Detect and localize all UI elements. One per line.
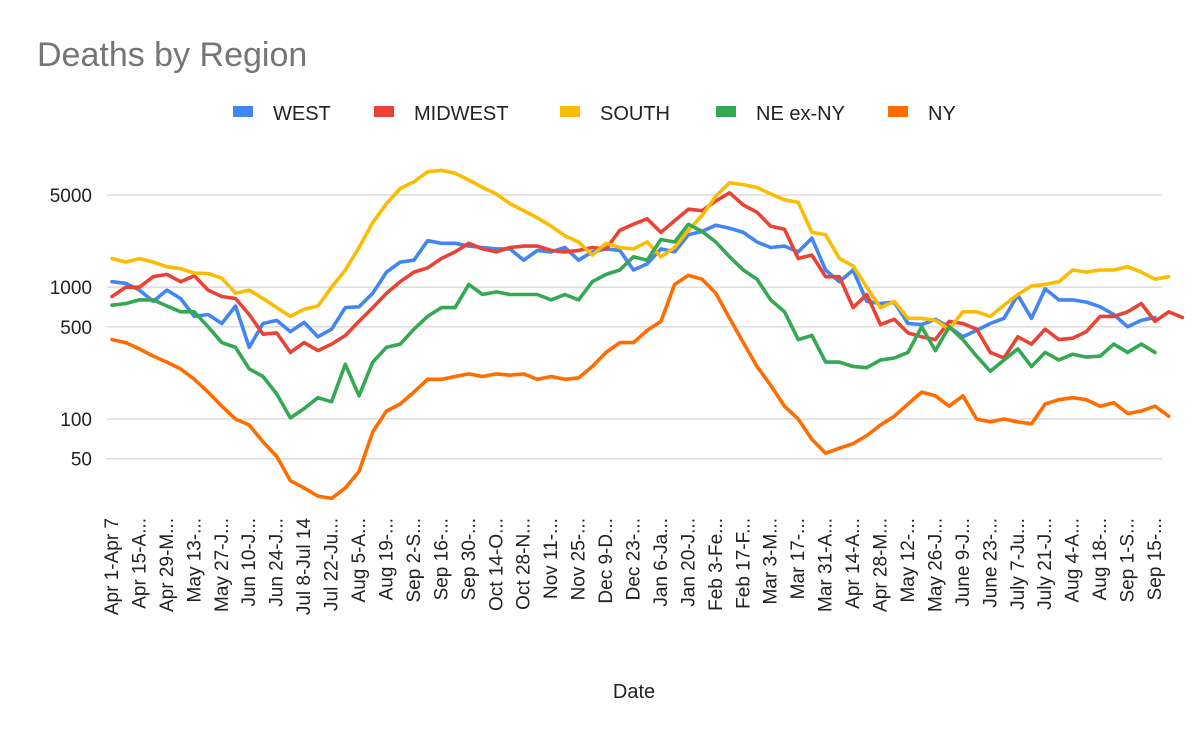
x-tick-label: Jan 6-Ja... (651, 518, 672, 607)
x-tick-label: July 7-Ju... (1008, 518, 1029, 610)
legend-label: NE ex-NY (756, 103, 845, 125)
x-tick-label: Sep 1-S... (1118, 518, 1139, 603)
x-tick-label: Apr 14-A... (843, 518, 864, 609)
x-tick-label: Sep 16-... (431, 518, 452, 600)
x-tick-label: Jun 24-J... (267, 518, 288, 607)
legend-label: SOUTH (600, 103, 670, 125)
series-line-ny (110, 273, 1171, 501)
x-tick-label: Sep 2-S... (404, 518, 425, 603)
x-tick-label: Aug 5-A... (349, 518, 370, 603)
series-lines (110, 168, 1185, 501)
x-tick-label: Aug 19-... (377, 518, 398, 600)
x-tick-label: Apr 1-Apr 7 (102, 518, 123, 615)
series-line-midwest (110, 191, 1185, 360)
y-tick-label: 50 (71, 450, 92, 471)
y-tick-label: 100 (60, 410, 92, 431)
x-tick-label: Oct 28-N... (514, 518, 535, 610)
legend-swatch (374, 106, 394, 117)
x-tick-label: May 27-J... (212, 518, 233, 612)
legend-swatch (888, 106, 908, 117)
x-tick-label: Nov 25-... (569, 518, 590, 600)
x-tick-label: Dec 23-... (624, 518, 645, 600)
y-axis-ticks: 50 100 500 1000 5000 (50, 186, 92, 471)
x-axis-ticks: Apr 1-Apr 7 Apr 15-A... Apr 29-M... May 13-… (102, 518, 1166, 616)
y-tick-label: 5000 (50, 186, 92, 207)
legend-swatch (560, 106, 580, 117)
y-tick-label: 1000 (50, 278, 92, 299)
x-tick-label: Dec 9-D... (596, 518, 617, 604)
x-tick-label: Nov 11-... (541, 518, 562, 599)
series-line-ne-ex-ny (110, 222, 1157, 420)
x-tick-label: Apr 29-M... (157, 518, 178, 612)
legend-swatch (716, 106, 736, 117)
series-line-west (110, 223, 1157, 350)
x-tick-label: Apr 28-M... (871, 518, 892, 612)
x-tick-label: June 9-J... (953, 518, 974, 607)
x-tick-label: Jan 20-J... (678, 518, 699, 607)
legend: WEST MIDWEST SOUTH NE ex-NY NY (233, 103, 956, 125)
legend-label: NY (928, 103, 956, 125)
x-tick-label: Jun 10-J... (239, 518, 260, 607)
legend-swatch (233, 106, 253, 117)
x-tick-label: May 12-... (898, 518, 919, 602)
series-line-south (110, 168, 1171, 331)
x-tick-label: Aug 18-... (1090, 518, 1111, 600)
x-tick-label: July 21-J... (1035, 518, 1056, 610)
x-tick-label: Oct 14-O... (486, 518, 507, 611)
x-tick-label: Mar 31-A... (816, 518, 837, 612)
x-tick-label: Jul 8-Jul 14 (294, 518, 315, 616)
chart-title: Deaths by Region (37, 36, 307, 74)
x-axis-label: Date (613, 681, 655, 703)
y-tick-label: 500 (60, 318, 92, 339)
x-tick-label: June 23-... (980, 518, 1001, 608)
x-tick-label: Mar 3-M... (761, 518, 782, 605)
legend-label: MIDWEST (414, 103, 508, 125)
x-tick-label: Sep 30-... (459, 518, 480, 600)
x-tick-label: Feb 3-Fe... (706, 518, 727, 611)
x-tick-label: Aug 4-A... (1063, 518, 1084, 603)
x-tick-label: Apr 15-A... (129, 518, 150, 609)
x-tick-label: May 26-J... (925, 518, 946, 612)
x-tick-label: Jul 22-Ju... (322, 518, 343, 611)
x-tick-label: May 13-... (184, 518, 205, 602)
legend-label: WEST (273, 103, 331, 125)
x-tick-label: Feb 17-F... (733, 518, 754, 609)
x-tick-label: Mar 17-... (788, 518, 809, 599)
x-tick-label: Sep 15-... (1145, 518, 1166, 600)
